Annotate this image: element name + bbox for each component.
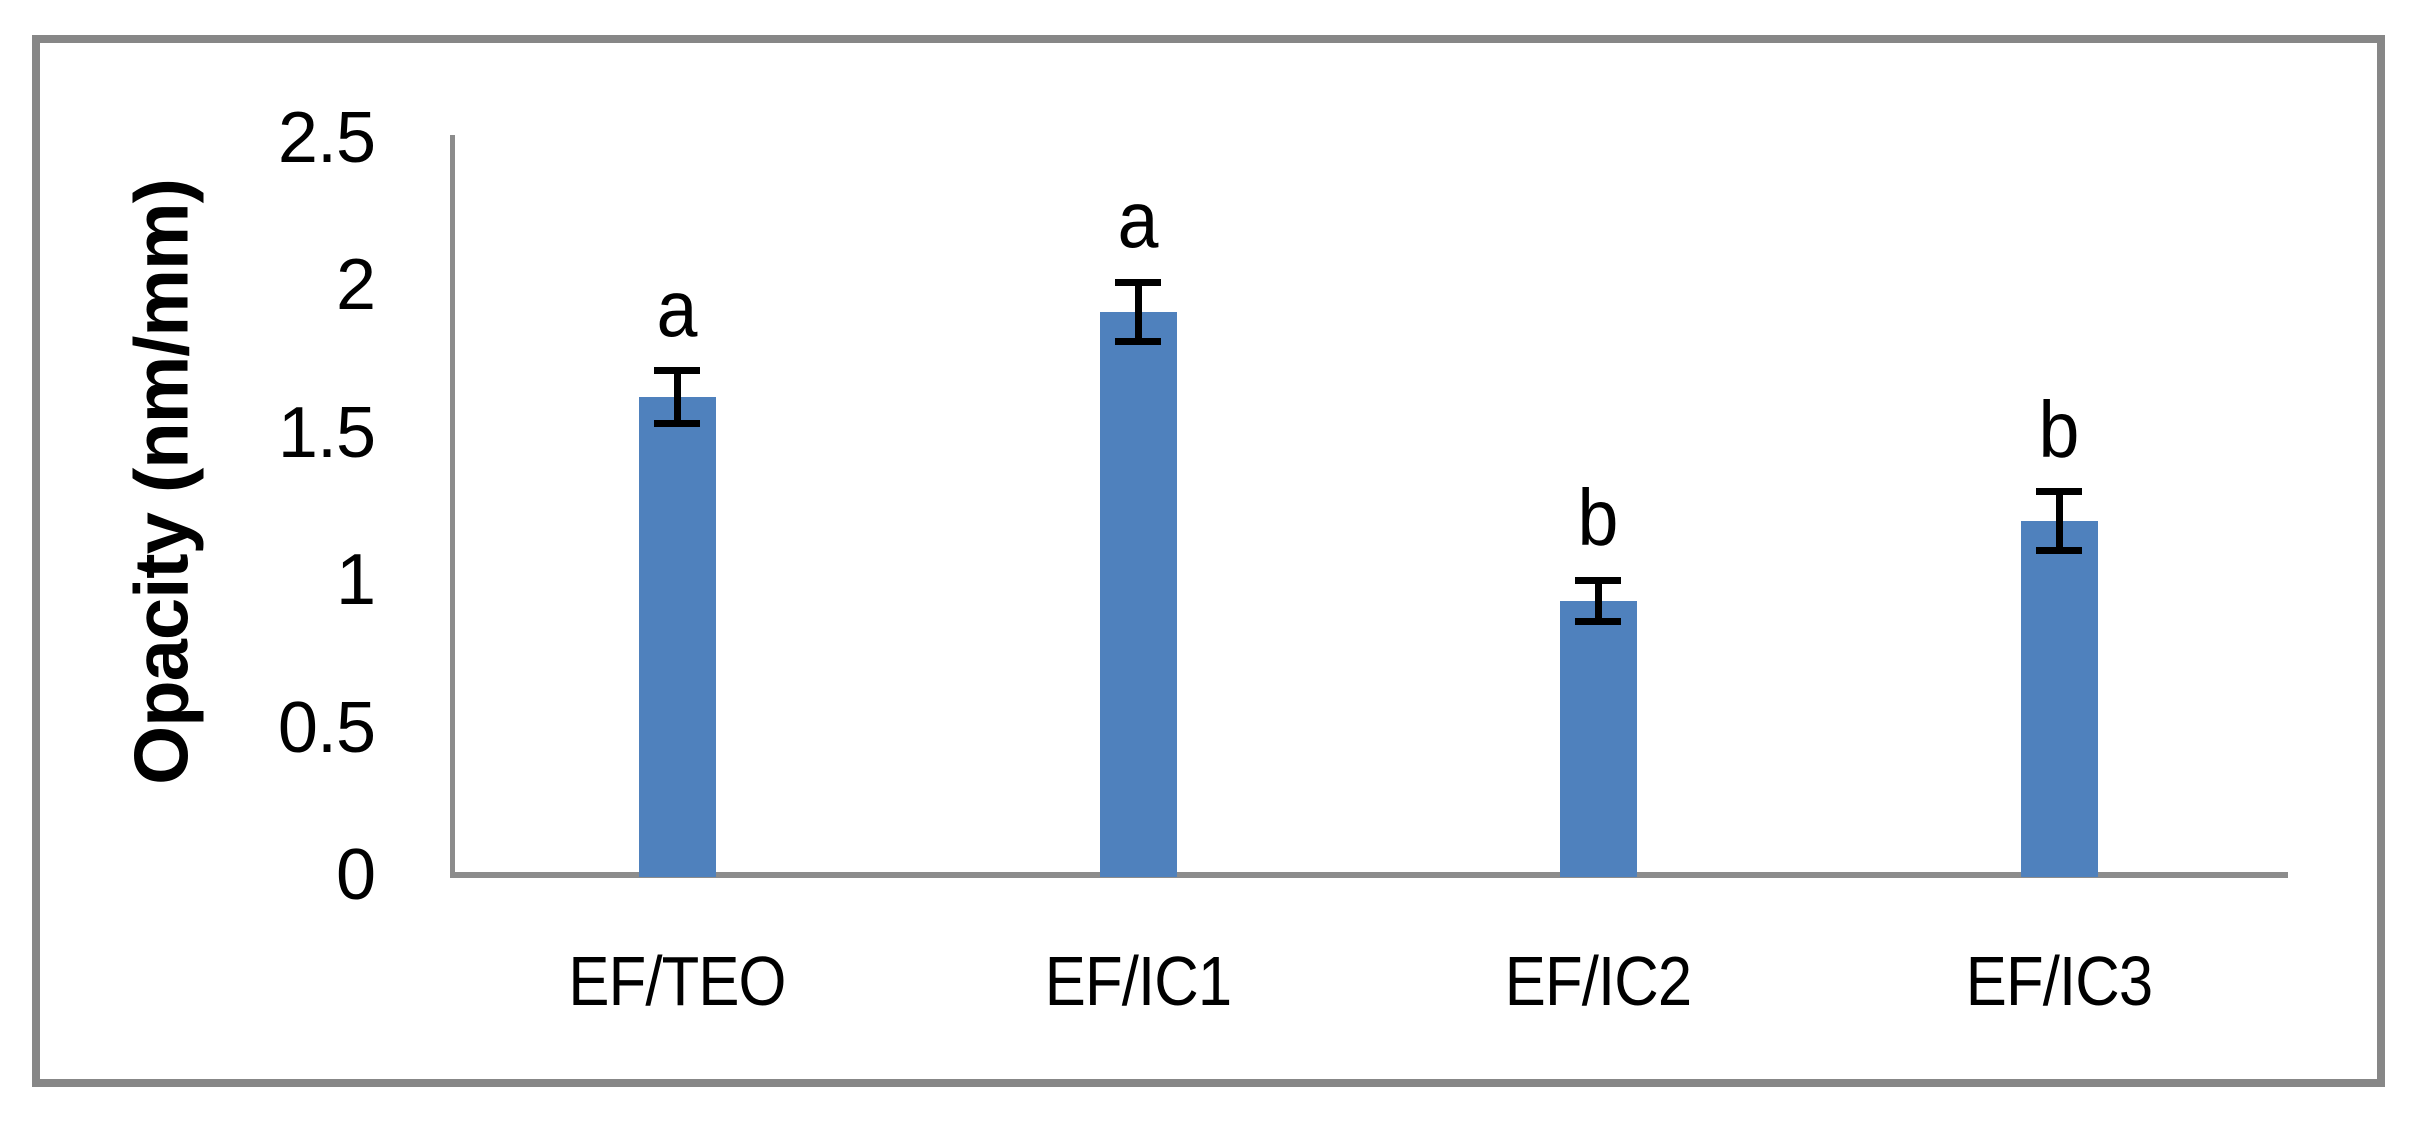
x-axis-category-label: EF/IC3 bbox=[1965, 942, 2153, 1020]
significance-letter: a bbox=[1117, 175, 1159, 265]
error-bar-cap-top bbox=[1575, 576, 1621, 584]
error-bar-line bbox=[1594, 580, 1602, 622]
x-axis-category-label: EF/IC2 bbox=[1504, 942, 1692, 1020]
bar bbox=[2020, 521, 2098, 877]
x-axis-category-label: EF/TEO bbox=[568, 942, 786, 1020]
y-axis-line bbox=[450, 135, 455, 878]
error-bar-cap-bottom bbox=[2036, 547, 2082, 554]
error-bar-cap-top bbox=[2036, 488, 2082, 495]
x-axis-line bbox=[450, 872, 2288, 878]
error-bar-cap-top bbox=[1115, 278, 1161, 286]
error-bar-line bbox=[673, 370, 681, 424]
significance-letter: b bbox=[1577, 473, 1619, 562]
bar bbox=[638, 397, 716, 877]
significance-letter: a bbox=[656, 263, 698, 353]
error-bar-cap-bottom bbox=[1115, 337, 1161, 345]
error-bar-cap-bottom bbox=[1575, 617, 1621, 625]
bar bbox=[1099, 311, 1177, 877]
x-axis-category-label: EF/IC1 bbox=[1044, 942, 1232, 1020]
chart-frame bbox=[32, 35, 2385, 1087]
y-axis-tick-label: 2.5 bbox=[277, 97, 376, 178]
bar bbox=[1559, 600, 1637, 877]
y-axis-tick-label: 1 bbox=[335, 540, 376, 620]
significance-letter: b bbox=[2038, 384, 2080, 474]
error-bar-line bbox=[1134, 282, 1142, 342]
y-axis-tick-label: 0 bbox=[335, 835, 376, 915]
error-bar-line bbox=[2055, 491, 2063, 551]
error-bar-cap-top bbox=[654, 367, 700, 375]
y-axis-tick-label: 1.5 bbox=[277, 392, 376, 473]
y-axis-tick-label: 0.5 bbox=[277, 687, 376, 768]
error-bar-cap-bottom bbox=[654, 420, 700, 428]
y-axis-tick-label: 2 bbox=[335, 245, 376, 325]
